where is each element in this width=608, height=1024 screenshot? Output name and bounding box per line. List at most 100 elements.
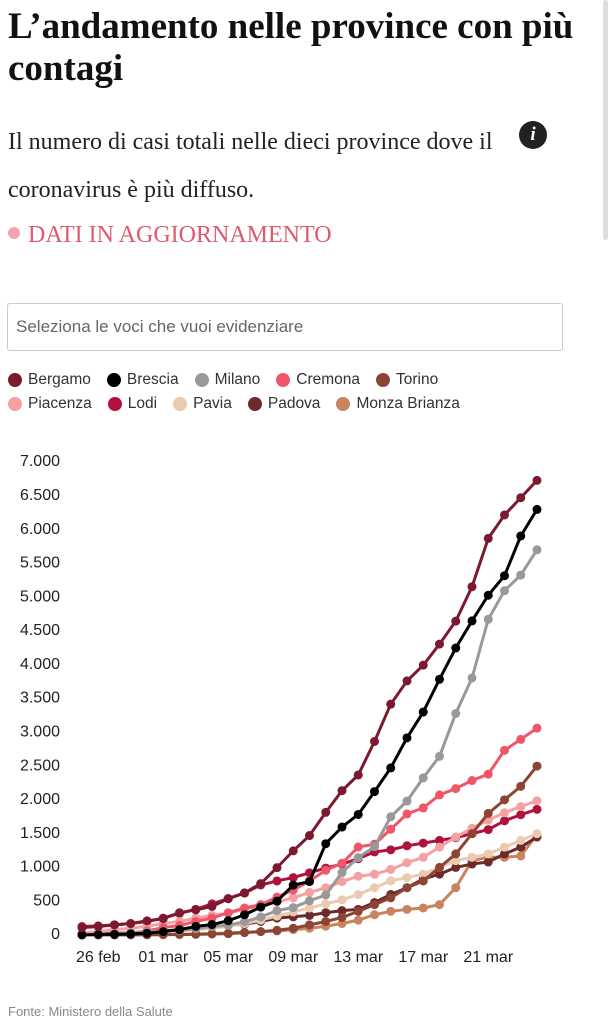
- data-point: [305, 910, 314, 920]
- legend-swatch: [173, 397, 188, 411]
- data-point: [418, 660, 428, 670]
- data-point: [435, 862, 444, 872]
- search-box[interactable]: Seleziona le voci che vuoi evidenziare: [7, 303, 563, 351]
- data-point: [467, 616, 477, 626]
- data-point: [305, 920, 314, 930]
- data-point: [126, 929, 136, 939]
- data-point: [435, 835, 444, 845]
- data-point: [272, 896, 282, 906]
- data-point: [467, 582, 477, 592]
- data-point: [337, 867, 347, 877]
- data-point: [418, 773, 428, 783]
- data-point: [500, 816, 509, 826]
- data-point: [272, 925, 282, 935]
- data-point: [500, 795, 509, 805]
- x-tick-label: 09 mar: [268, 949, 318, 966]
- data-point: [451, 832, 461, 842]
- data-point: [191, 905, 201, 915]
- y-tick-label: 4.500: [20, 622, 60, 639]
- data-point: [305, 903, 314, 913]
- y-tick-label: 2.500: [20, 757, 60, 774]
- data-point: [223, 894, 233, 904]
- x-tick-label: 05 mar: [203, 949, 253, 966]
- data-point: [483, 590, 493, 600]
- data-point: [353, 842, 363, 852]
- legend-item[interactable]: Lodi: [107, 394, 157, 414]
- legend-label: Milano: [214, 371, 261, 388]
- data-point: [386, 824, 396, 834]
- data-point: [305, 877, 314, 887]
- data-point: [516, 531, 526, 541]
- data-point: [256, 927, 266, 937]
- data-point: [451, 883, 461, 893]
- data-point: [353, 889, 363, 899]
- legend-swatch: [8, 397, 22, 411]
- legend-item[interactable]: Pavia: [173, 394, 232, 414]
- data-point: [353, 871, 363, 881]
- data-point: [305, 896, 314, 906]
- data-point: [207, 901, 217, 911]
- legend-label: Torino: [396, 371, 439, 388]
- data-point: [467, 859, 477, 869]
- data-point: [288, 923, 298, 933]
- legend-item[interactable]: Monza Brianza: [336, 394, 460, 414]
- legend-swatch: [247, 397, 262, 411]
- data-point: [386, 906, 396, 916]
- data-point: [483, 614, 493, 624]
- data-point: [386, 845, 396, 855]
- legend-item[interactable]: Piacenza: [8, 394, 92, 414]
- data-point: [207, 913, 217, 923]
- data-point: [451, 862, 461, 872]
- chart-title: L’andamento nelle province con più conta…: [8, 6, 574, 89]
- data-point: [483, 769, 493, 779]
- data-point: [532, 545, 542, 555]
- legend-item[interactable]: Padova: [247, 394, 321, 414]
- y-tick-label: 5.000: [20, 588, 60, 605]
- data-point: [288, 873, 298, 883]
- data-point: [451, 856, 461, 866]
- data-point: [500, 571, 509, 581]
- x-tick-label: 17 mar: [398, 949, 448, 966]
- data-point: [418, 903, 428, 913]
- data-point: [500, 849, 509, 859]
- y-tick-label: 500: [33, 892, 60, 909]
- data-point: [175, 925, 184, 935]
- legend-swatch: [106, 373, 121, 387]
- data-point: [386, 876, 396, 886]
- data-point: [321, 807, 331, 817]
- data-point: [418, 707, 428, 717]
- data-point: [77, 923, 87, 933]
- status-dot: [8, 227, 20, 239]
- info-button[interactable]: i: [519, 121, 547, 149]
- legend-label: Bergamo: [28, 371, 91, 388]
- legend-item[interactable]: Brescia: [106, 370, 179, 390]
- data-point: [207, 920, 217, 930]
- legend-label: Brescia: [126, 371, 179, 388]
- data-point: [110, 920, 119, 930]
- data-point: [223, 908, 233, 918]
- data-point: [370, 787, 379, 797]
- data-point: [483, 533, 493, 543]
- data-point: [435, 790, 444, 800]
- data-point: [337, 877, 347, 887]
- data-point: [435, 900, 444, 910]
- legend-item[interactable]: Torino: [376, 370, 438, 390]
- data-point: [435, 842, 444, 852]
- data-point: [483, 808, 493, 818]
- legend-item[interactable]: Milano: [194, 370, 261, 390]
- y-tick-label: 3.000: [20, 724, 60, 741]
- data-point: [516, 781, 526, 791]
- legend-swatch: [194, 373, 209, 387]
- legend-label: Padova: [267, 395, 321, 412]
- status: DATI IN AGGIORNAMENTO: [8, 222, 332, 249]
- data-point: [435, 751, 444, 761]
- data-point: [370, 736, 379, 746]
- data-point: [532, 723, 542, 733]
- data-point: [370, 883, 379, 893]
- y-tick-label: 1.000: [20, 859, 60, 876]
- data-point: [158, 914, 168, 924]
- legend-item[interactable]: Cremona: [276, 370, 360, 390]
- data-point: [516, 802, 526, 812]
- legend-item[interactable]: Bergamo: [8, 370, 91, 390]
- data-point: [288, 893, 298, 903]
